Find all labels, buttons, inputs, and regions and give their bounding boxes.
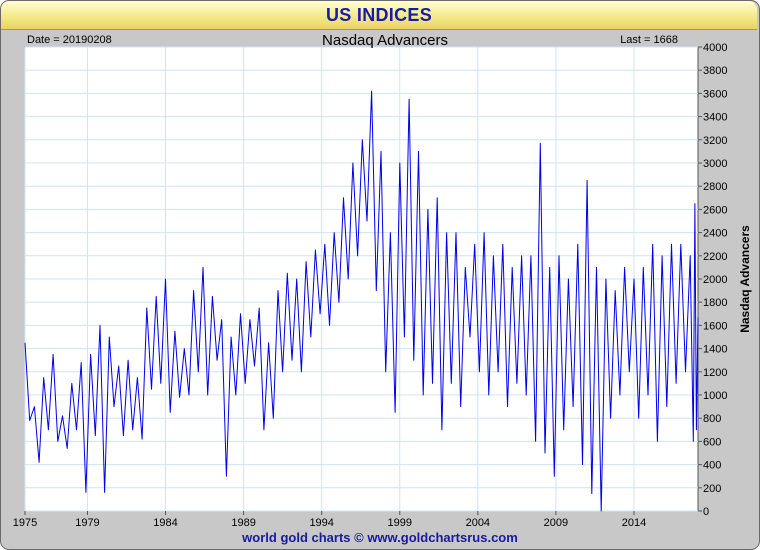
- y-tick-label: 1200: [703, 367, 727, 379]
- y-tick-label: 2800: [703, 181, 727, 193]
- series-layer: [24, 90, 699, 512]
- y-tick-label: 0: [703, 506, 709, 518]
- series-line: [24, 90, 699, 512]
- x-axis: 1975 1979 1984 1989 1994 1999 2004 2009 2014: [13, 511, 646, 529]
- x-tick-label: 1994: [309, 517, 333, 529]
- x-tick-label: 2014: [622, 517, 646, 529]
- y-tick-label: 3800: [703, 65, 727, 77]
- y-tick-label: 2600: [703, 204, 727, 216]
- page-title: US INDICES: [325, 5, 433, 25]
- y-tick-label: 600: [703, 436, 721, 448]
- x-tick-label: 1975: [13, 517, 37, 529]
- x-tick-label: 1984: [153, 517, 177, 529]
- x-tick-label: 1979: [75, 517, 99, 529]
- x-tick-label: 1999: [388, 517, 412, 529]
- y-tick-label: 3200: [703, 135, 727, 147]
- y-tick-label: 1000: [703, 390, 727, 402]
- y-tick-label: 3000: [703, 158, 727, 170]
- x-tick-label: 2009: [544, 517, 568, 529]
- y-tick-label: 1600: [703, 320, 727, 332]
- date-label: Date = 20190208: [27, 34, 112, 46]
- y-tick-label: 2000: [703, 274, 727, 286]
- chart-title: Nasdaq Advancers: [322, 32, 448, 49]
- y-axis: 0 200 400 600 800 1000 1200 1400 1600 1800 2000 220…: [698, 42, 727, 518]
- y-tick-label: 3400: [703, 112, 727, 124]
- y-tick-label: 4000: [703, 42, 727, 54]
- last-label: Last = 1668: [620, 34, 678, 46]
- y-tick-label: 2200: [703, 251, 727, 263]
- y-axis-title: Nasdaq Advancers: [738, 225, 752, 333]
- y-tick-label: 400: [703, 460, 721, 472]
- y-tick-label: 800: [703, 413, 721, 425]
- x-tick-label: 2004: [466, 517, 490, 529]
- y-tick-label: 2400: [703, 228, 727, 240]
- y-tick-label: 200: [703, 483, 721, 495]
- title-bar: US INDICES: [1, 1, 757, 30]
- y-tick-label: 1400: [703, 344, 727, 356]
- footer-credit: world gold charts © www.goldchartsrus.co…: [242, 530, 518, 545]
- y-tick-label: 1800: [703, 297, 727, 309]
- x-tick-label: 1989: [231, 517, 255, 529]
- y-tick-label: 3600: [703, 88, 727, 100]
